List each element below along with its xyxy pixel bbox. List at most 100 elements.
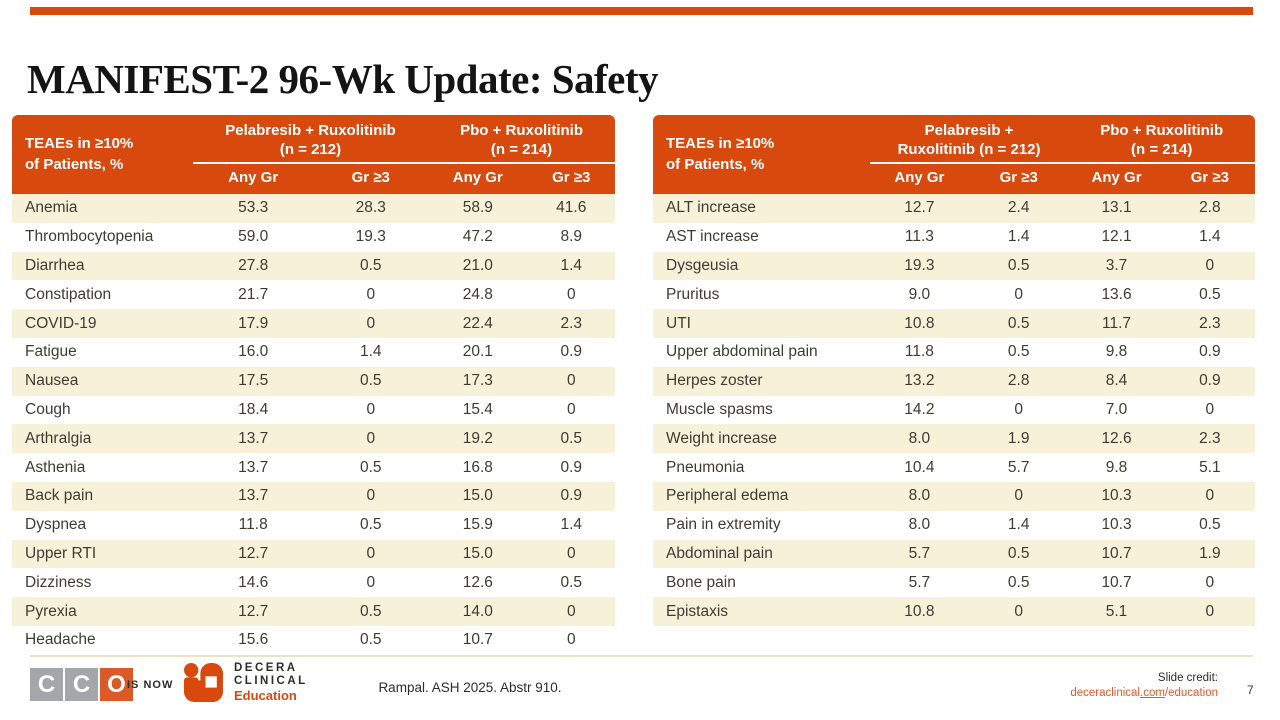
decera-logo-icon [184,662,223,702]
adverse-event-label: Asthenia [25,458,86,476]
value-cell: 11.8 [238,516,268,534]
teae-table-right: TEAEs in ≥10% of Patients, % Pelabresib + R… [653,115,1255,626]
value-cell: 9.0 [908,285,931,303]
value-cell: 15.4 [462,400,493,418]
value-cell: 13.6 [1101,285,1132,303]
table-row: COVID-19 17.9 0 22.4 2.3 [12,309,615,338]
value-cell: 5.1 [1105,602,1128,620]
value-cell: 24.8 [462,285,493,303]
row-group-label: TEAEs in ≥10% of Patients, % [653,115,870,194]
value-cell: 1.9 [1007,429,1030,447]
value-cell: 0 [1205,602,1215,620]
value-cell: 12.7 [904,199,935,217]
decera-name-line1: DECERA [234,662,298,674]
group-name: Pbo + Ruxolitinib [1100,121,1224,139]
value-cell: 10.8 [904,602,935,620]
table-row: Diarrhea 27.8 0.5 21.0 1.4 [12,251,615,281]
adverse-event-label: Cough [25,400,71,418]
value-cell: 0 [366,573,376,591]
value-cell: 0.5 [1007,544,1030,562]
value-cell: 21.7 [238,285,269,303]
value-cell: 2.3 [1199,429,1221,447]
value-cell: 12.6 [462,573,493,591]
value-cell: 0.5 [359,458,382,476]
value-cell: 1.4 [560,516,583,534]
value-cell: 17.3 [462,372,493,390]
teae-table-left: TEAEs in ≥10% of Patients, % Pelabresib + … [12,115,615,655]
value-cell: 0 [1014,400,1024,418]
group-n: (n = 214) [1131,140,1193,158]
adverse-event-label: UTI [666,314,691,332]
page-number: 7 [1247,683,1254,697]
table-header: TEAEs in ≥10% of Patients, % Pelabresib + … [12,115,615,194]
value-cell: 10.3 [1101,516,1132,534]
credit-link[interactable]: deceraclinical.com/education [1070,686,1218,701]
value-cell: 15.9 [462,516,493,534]
value-cell: 15.0 [462,544,493,562]
value-cell: 0 [1014,602,1024,620]
value-cell: 16.0 [238,343,269,361]
value-cell: 10.4 [904,458,935,476]
value-cell: 14.0 [462,602,493,620]
value-cell: 9.8 [1105,458,1128,476]
value-cell: 14.6 [238,573,269,591]
footer-divider [30,655,1253,657]
adverse-event-label: Dizziness [25,573,92,591]
value-cell: 22.4 [462,314,493,332]
group-n: (n = 214) [490,140,553,158]
value-cell: 8.0 [908,487,931,505]
adverse-event-label: Upper RTI [25,544,97,562]
credit-link-domain[interactable]: deceraclinical [1070,686,1140,699]
value-cell: 14.2 [904,400,935,418]
table-row: ALT increase 12.7 2.4 13.1 2.8 [653,194,1255,223]
group-name: Pbo + Ruxolitinib [460,121,583,139]
value-cell: 2.3 [1199,314,1221,332]
value-cell: 28.3 [355,199,386,217]
table-row: Pyrexia 12.7 0.5 14.0 0 [12,597,615,626]
value-cell: 5.7 [1007,458,1030,476]
adverse-event-label: Weight increase [666,429,777,447]
adverse-event-label: Pruritus [666,285,720,303]
table-row: Abdominal pain 5.7 0.5 10.7 1.9 [653,539,1255,569]
value-cell: 10.7 [462,631,493,649]
value-cell: 10.7 [1101,544,1132,562]
value-cell: 0.9 [560,458,583,476]
column-subheader: Gr ≥3 [313,164,429,194]
value-cell: 0 [366,429,376,447]
value-cell: 11.3 [904,228,934,246]
value-cell: 0 [566,285,576,303]
top-accent-bar [30,7,1253,15]
group-name: Pelabresib + [924,121,1014,139]
value-cell: 0 [366,487,376,505]
cco-logo: C C O [30,668,133,701]
value-cell: 58.9 [462,199,493,217]
value-cell: 7.0 [1105,400,1128,418]
value-cell: 0 [566,400,576,418]
decera-name-line2: CLINICAL [234,675,308,688]
value-cell: 1.4 [1007,228,1030,246]
value-cell: 0.9 [560,343,583,361]
value-cell: 0 [566,602,576,620]
table-row: Peripheral edema 8.0 0 10.3 0 [653,481,1255,511]
value-cell: 0.5 [1007,573,1030,591]
value-cell: 11.7 [1102,314,1132,332]
value-cell: 0 [566,631,576,649]
table-row: Dyspnea 11.8 0.5 15.9 1.4 [12,511,615,540]
value-cell: 0 [366,285,376,303]
table-row: Dysgeusia 19.3 0.5 3.7 0 [653,251,1255,281]
value-cell: 15.6 [238,631,269,649]
credit-link-path[interactable]: /education [1164,686,1218,699]
table-row: Anemia 53.3 28.3 58.9 41.6 [12,194,615,223]
table-row: Constipation 21.7 0 24.8 0 [12,280,615,309]
value-cell: 10.3 [1101,487,1132,505]
slide-title: MANIFEST-2 96-Wk Update: Safety [27,56,659,102]
credit-link-com[interactable]: .com [1140,686,1165,699]
value-cell: 3.7 [1105,256,1128,274]
value-cell: 0 [366,400,376,418]
value-cell: 0 [366,544,376,562]
value-cell: 0 [1205,256,1215,274]
value-cell: 0.5 [359,516,382,534]
value-cell: 9.8 [1105,343,1128,361]
row-group-label: TEAEs in ≥10% of Patients, % [12,115,193,194]
table-row: AST increase 11.3 1.4 12.1 1.4 [653,223,1255,252]
